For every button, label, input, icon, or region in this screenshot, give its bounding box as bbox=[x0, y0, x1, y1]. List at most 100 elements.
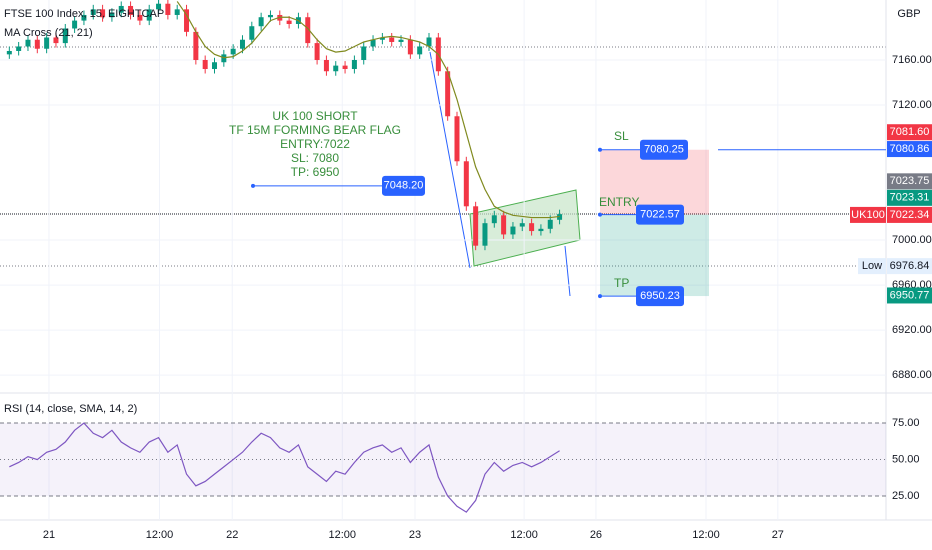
annotation-line: TP: 6950 bbox=[291, 165, 340, 179]
candle-body bbox=[146, 9, 152, 21]
target-zone bbox=[600, 214, 709, 297]
candle-body bbox=[454, 116, 460, 162]
handle bbox=[598, 212, 602, 217]
candle-body bbox=[407, 39, 413, 55]
candle-body bbox=[482, 223, 488, 246]
candle-body bbox=[165, 3, 171, 15]
x-tick-label: 12:00 bbox=[692, 529, 720, 541]
level-name: SL bbox=[614, 129, 629, 143]
x-tick-label: 23 bbox=[409, 529, 421, 541]
candle-body bbox=[342, 65, 348, 69]
annotation-line: TF 15M FORMING BEAR FLAG bbox=[229, 123, 401, 137]
candle-body bbox=[230, 48, 236, 55]
price-tag-box bbox=[887, 141, 932, 158]
price-tag: 6950.77 bbox=[890, 289, 930, 301]
candle-body bbox=[389, 37, 395, 42]
rsi-tick-label: 25.00 bbox=[892, 490, 920, 502]
y-tick-label: 7000.00 bbox=[892, 234, 932, 246]
y-tick-label: 6880.00 bbox=[892, 369, 932, 381]
candle-body bbox=[137, 14, 143, 21]
rsi-name: RSI (14, close, SMA, 14, 2) bbox=[4, 403, 137, 415]
x-tick-label: 21 bbox=[43, 529, 55, 541]
candle-body bbox=[333, 65, 339, 72]
price-tag-box bbox=[887, 189, 932, 206]
price-tag-box bbox=[887, 124, 932, 141]
price-tag: 7081.60 bbox=[890, 126, 930, 138]
candle-body bbox=[445, 71, 451, 117]
candle-body bbox=[361, 46, 367, 60]
price-tag-box bbox=[887, 206, 932, 223]
x-tick-label: 27 bbox=[772, 529, 784, 541]
candle-body bbox=[72, 20, 78, 29]
candle-body bbox=[118, 5, 124, 13]
y-tick-label: 7120.00 bbox=[892, 99, 932, 111]
candle-body bbox=[212, 62, 218, 69]
candle-body bbox=[34, 39, 40, 49]
level-name: ENTRY bbox=[599, 195, 639, 209]
price-tag-name-box bbox=[858, 258, 886, 275]
level-name: TP bbox=[614, 276, 629, 290]
candle-body bbox=[323, 59, 329, 72]
candle-body bbox=[417, 46, 423, 55]
stop-zone bbox=[600, 149, 709, 215]
ma-line bbox=[176, 1, 560, 219]
candle-body bbox=[351, 59, 357, 69]
candle-body bbox=[184, 9, 190, 32]
price-tag: 7022.34 bbox=[890, 209, 930, 221]
candle-body bbox=[463, 161, 469, 207]
price-tag-name: Low bbox=[862, 260, 882, 272]
marks bbox=[0, 0, 886, 520]
candle-body bbox=[90, 9, 96, 15]
candle-body bbox=[491, 215, 497, 224]
candle-body bbox=[109, 12, 115, 18]
indicator-name: MA Cross (21, 21) bbox=[4, 27, 93, 39]
rsi-line bbox=[9, 422, 560, 513]
candle-body bbox=[529, 223, 535, 232]
handle bbox=[598, 294, 602, 299]
candle-body bbox=[81, 14, 87, 21]
candle-body bbox=[174, 9, 180, 15]
candle-body bbox=[370, 39, 376, 47]
candle-body bbox=[156, 3, 162, 10]
candle-body bbox=[426, 37, 432, 47]
candle-body bbox=[519, 223, 525, 227]
price-tag-box bbox=[887, 173, 932, 190]
annotation-line: ENTRY:7022 bbox=[280, 137, 350, 151]
price-tag: 7023.31 bbox=[890, 192, 930, 204]
level-label-box bbox=[636, 286, 684, 307]
flagpole bbox=[429, 51, 471, 269]
candle-body bbox=[473, 206, 479, 246]
candle-body bbox=[510, 226, 516, 235]
candle-body bbox=[16, 46, 22, 51]
candle-body bbox=[538, 228, 544, 232]
x-tick-label: 12:00 bbox=[146, 529, 174, 541]
candle-body bbox=[314, 43, 320, 60]
candle-body bbox=[44, 37, 50, 49]
candle-body bbox=[305, 17, 311, 44]
price-label-box bbox=[382, 175, 425, 196]
handle bbox=[251, 183, 255, 188]
price-tag-box bbox=[887, 287, 932, 304]
price-tag-name-box bbox=[850, 206, 886, 223]
x-tick-label: 12:00 bbox=[329, 529, 357, 541]
candle-body bbox=[25, 39, 31, 47]
annotation-line: UK 100 SHORT bbox=[272, 109, 358, 123]
x-tick-label: 26 bbox=[590, 529, 602, 541]
price-tag: 6976.84 bbox=[890, 260, 930, 272]
candle-body bbox=[6, 50, 12, 55]
candle-body bbox=[202, 59, 208, 69]
y-tick-label: 7160.00 bbox=[892, 54, 932, 66]
annotation-line: SL: 7080 bbox=[291, 151, 339, 165]
handle bbox=[598, 147, 602, 152]
candle-body bbox=[258, 17, 264, 27]
candle-body bbox=[267, 14, 273, 18]
price-tag-box bbox=[887, 258, 932, 275]
candle-body bbox=[547, 219, 553, 229]
chart-title: FTSE 100 Index, 15, EIGHTCAP bbox=[4, 8, 164, 20]
candle-body bbox=[100, 9, 106, 18]
level-value: 7022.57 bbox=[640, 209, 680, 221]
candle-body bbox=[501, 215, 507, 235]
level-value: 6950.23 bbox=[640, 290, 680, 302]
currency: GBP bbox=[897, 8, 920, 20]
